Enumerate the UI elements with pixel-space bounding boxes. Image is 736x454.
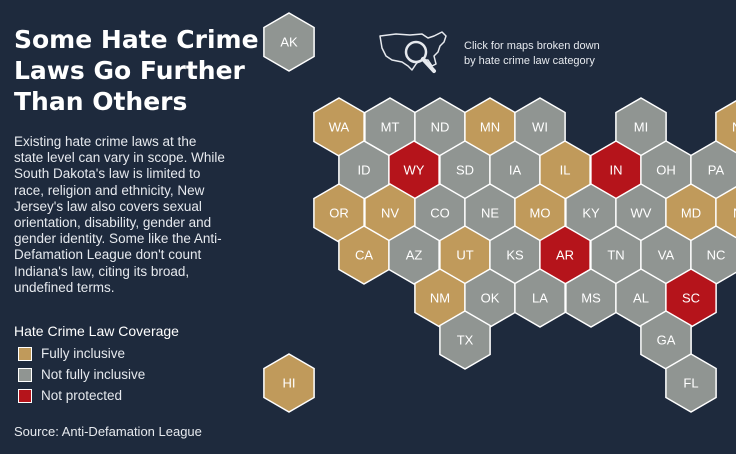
legend-label: Fully inclusive bbox=[41, 346, 126, 361]
legend: Hate Crime Law Coverage Fully inclusive … bbox=[14, 323, 179, 406]
description-line: undefined terms. bbox=[14, 279, 115, 295]
legend-swatch bbox=[18, 388, 32, 403]
description: Existing hate crime laws at the state le… bbox=[14, 134, 262, 296]
legend-swatch bbox=[18, 346, 32, 361]
description-line: South Dakota's law is limited to bbox=[14, 166, 201, 182]
state-hex[interactable] bbox=[715, 184, 736, 242]
legend-swatch bbox=[18, 367, 32, 382]
description-line: Defamation League don't count bbox=[14, 247, 202, 263]
state-hex[interactable] bbox=[439, 310, 491, 370]
description-line: race, religion and ethnicity, New bbox=[14, 182, 205, 198]
description-line: Existing hate crime laws at the bbox=[14, 134, 197, 149]
state-hex[interactable] bbox=[514, 268, 566, 328]
state-hex[interactable] bbox=[263, 12, 315, 72]
state-tile-ak[interactable]: AK bbox=[263, 12, 315, 72]
map-link-text: by hate crime law category bbox=[464, 55, 595, 67]
title-line: Laws Go Further bbox=[14, 56, 245, 85]
description-line: state level can vary in scope. While bbox=[14, 150, 225, 166]
us-map-magnifier-icon bbox=[379, 31, 447, 73]
description-line: orientation, disability, gender and bbox=[14, 215, 212, 231]
legend-item-not-fully-inclusive: Not fully inclusive bbox=[14, 364, 179, 385]
state-tile-hi[interactable]: HI bbox=[263, 353, 315, 413]
state-hex[interactable] bbox=[388, 225, 440, 285]
description-line: gender identity. Some like the Anti- bbox=[14, 231, 222, 247]
title-line: Some Hate Crime bbox=[14, 25, 259, 54]
category-maps-link[interactable]: Click for maps broken down by hate crime… bbox=[376, 26, 600, 82]
legend-label: Not fully inclusive bbox=[41, 367, 146, 382]
state-hex[interactable] bbox=[665, 353, 717, 413]
page-title: Some Hate Crime Laws Go Further Than Oth… bbox=[14, 24, 264, 117]
state-hex[interactable] bbox=[715, 98, 736, 156]
source-note: Source: Anti-Defamation League bbox=[14, 424, 202, 439]
state-hex[interactable] bbox=[263, 353, 315, 413]
title-line: Than Others bbox=[14, 87, 188, 116]
description-line: Indiana's law, citing its broad, bbox=[14, 263, 190, 279]
legend-label: Not protected bbox=[41, 388, 123, 403]
map-link-text: Click for maps broken down bbox=[464, 40, 600, 52]
legend-title: Hate Crime Law Coverage bbox=[14, 323, 179, 339]
legend-item-fully-inclusive: Fully inclusive bbox=[14, 343, 179, 364]
description-line: Jersey's law also covers sexual bbox=[14, 198, 202, 214]
legend-item-not-protected: Not protected bbox=[14, 385, 179, 406]
